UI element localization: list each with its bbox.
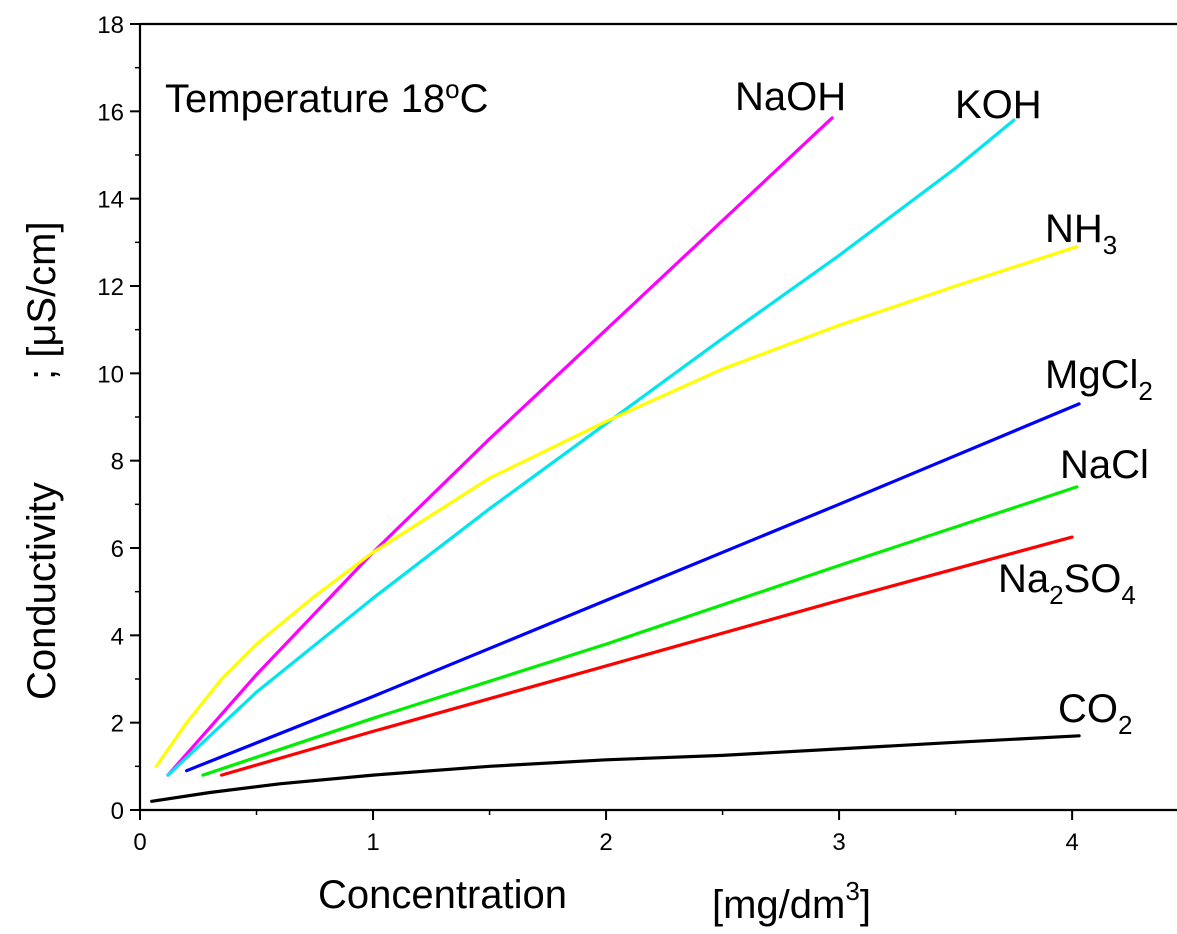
series-line-5 [220,535,1074,777]
series-label-6: CO2 [1058,687,1132,740]
y-tick-label: 2 [111,711,124,738]
series-line-1 [166,118,1016,777]
y-tick-label: 14 [97,187,124,214]
series-lines [150,116,1081,803]
series-line-6 [150,734,1081,803]
series-label-4: NaCl [1060,443,1149,487]
x-unit-end: ] [860,883,871,927]
temperature-annotation: Temperature 18oC [165,74,489,121]
y-tick-label: 0 [111,798,124,825]
x-unit-text: [mg/dm [712,883,845,927]
y-axis-unit: ; [μS/cm] [20,221,64,380]
y-axis-label: Conductivity [20,482,64,700]
y-tick-label: 10 [97,361,124,388]
x-tick-label: 3 [832,829,845,856]
series-label-0: NaOH [735,75,846,119]
annotation-end: C [460,77,489,121]
series-label-5: Na2SO4 [998,557,1136,610]
x-axis-unit: [mg/dm3] [712,876,871,927]
series-line-2 [154,245,1079,768]
y-tick-label: 12 [97,274,124,301]
x-axis-label: Concentration [318,873,567,917]
x-unit-sup: 3 [845,876,859,906]
series-label-3: MgCl2 [1045,353,1153,406]
x-tick-label: 2 [599,829,612,856]
y-tick-label: 18 [97,12,124,39]
series-line-4 [201,485,1079,777]
y-tick-label: 6 [111,536,124,563]
x-tick-label: 4 [1065,829,1078,856]
x-tick-label: 1 [366,829,379,856]
series-line-3 [185,402,1081,773]
annotation-text: Temperature 18 [165,77,445,121]
series-line-0 [166,116,834,777]
y-tick-label: 8 [111,449,124,476]
series-labels: NaOH KOH NH3 MgCl2 NaCl Na2SO4 CO2 [735,75,1153,740]
y-tick-label: 4 [111,623,124,650]
y-tick-label: 16 [97,99,124,126]
series-label-1: KOH [955,83,1042,127]
annotation-sup: o [445,74,459,104]
x-tick-label: 0 [133,829,146,856]
series-label-2: NH3 [1045,207,1117,260]
